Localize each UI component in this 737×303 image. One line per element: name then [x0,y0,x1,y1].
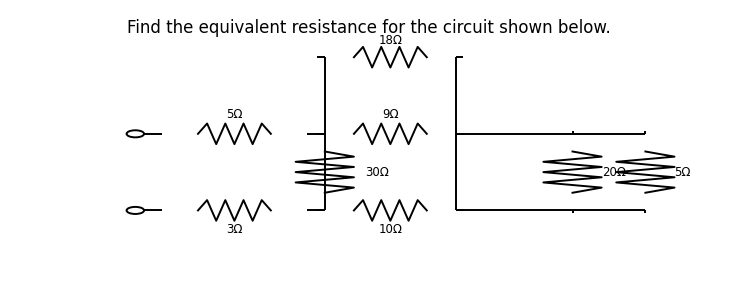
Text: 18Ω: 18Ω [378,35,402,48]
Text: 10Ω: 10Ω [378,223,402,236]
Text: Find the equivalent resistance for the circuit shown below.: Find the equivalent resistance for the c… [127,19,610,37]
Text: 5Ω: 5Ω [226,108,242,121]
Text: 3Ω: 3Ω [226,223,242,236]
Text: 9Ω: 9Ω [382,108,399,121]
Text: 5Ω: 5Ω [674,166,691,179]
Text: 20Ω: 20Ω [601,166,626,179]
Text: 30Ω: 30Ω [365,166,388,179]
